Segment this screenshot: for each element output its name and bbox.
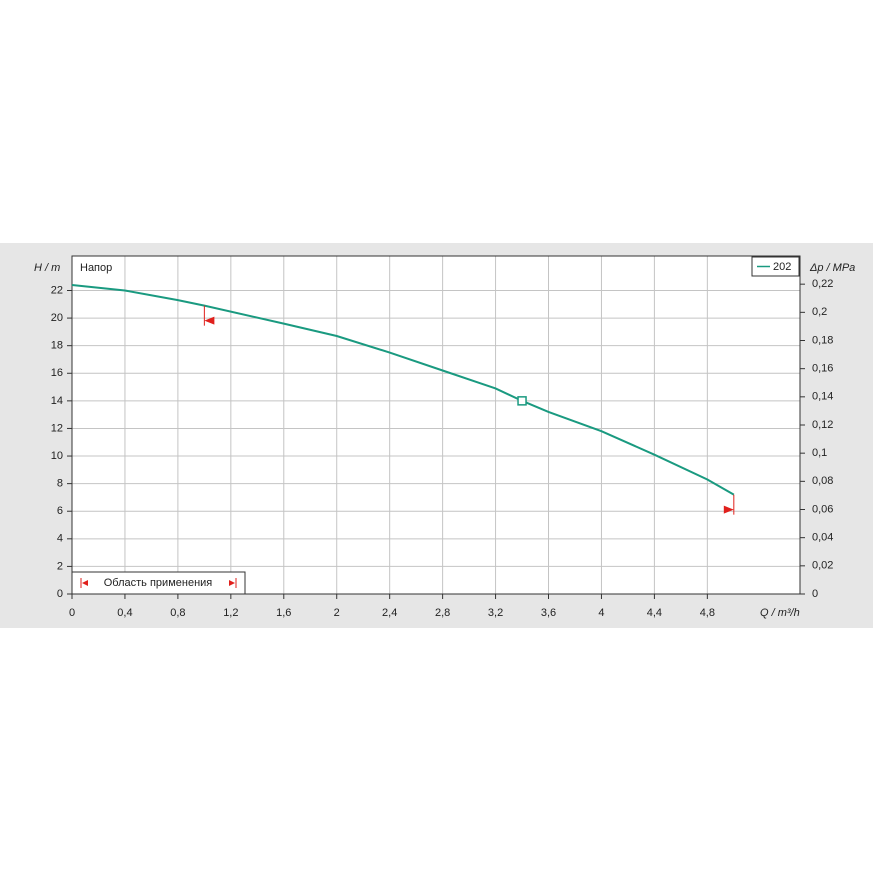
- y-tick-label: 22: [51, 284, 63, 296]
- x-tick-label: 1,6: [276, 607, 291, 619]
- y2-tick-label: 0,2: [812, 306, 827, 318]
- y-tick-label: 4: [57, 533, 63, 545]
- y-axis-title: Напор: [80, 262, 112, 274]
- x-tick-label: 3,2: [488, 607, 503, 619]
- y-tick-label: 8: [57, 478, 63, 490]
- x-axis-label: Q / m³/h: [760, 607, 800, 619]
- y-tick-label: 6: [57, 505, 63, 517]
- y2-tick-label: 0,04: [812, 532, 833, 544]
- y2-tick-label: 0,14: [812, 391, 833, 403]
- y2-tick-label: 0,22: [812, 278, 833, 290]
- y2-tick-label: 0,18: [812, 334, 833, 346]
- y-tick-label: 10: [51, 450, 63, 462]
- y2-axis-label: Δp / MPa: [809, 262, 855, 274]
- y2-tick-label: 0: [812, 588, 818, 600]
- y-tick-label: 14: [51, 395, 63, 407]
- x-tick-label: 3,6: [541, 607, 556, 619]
- y-axis-label: H / m: [34, 262, 60, 274]
- y-tick-label: 16: [51, 367, 63, 379]
- y-tick-label: 0: [57, 588, 63, 600]
- range-limit-arrow: [723, 505, 734, 514]
- x-tick-label: 0,8: [170, 607, 185, 619]
- x-tick-label: 2,8: [435, 607, 450, 619]
- x-tick-label: 2: [334, 607, 340, 619]
- x-tick-label: 0,4: [117, 607, 132, 619]
- x-tick-label: 4,4: [647, 607, 662, 619]
- x-tick-label: 4,8: [700, 607, 715, 619]
- y-tick-label: 12: [51, 422, 63, 434]
- annotation-box: [71, 571, 246, 595]
- annotation-arrow: [82, 580, 88, 586]
- legend-box: [751, 256, 800, 277]
- y2-tick-label: 0,1: [812, 447, 827, 459]
- range-limit-arrow: [204, 316, 215, 325]
- y-tick-label: 18: [51, 340, 63, 352]
- y2-tick-label: 0,06: [812, 503, 833, 515]
- annotation: Область применения: [104, 577, 213, 589]
- y2-tick-label: 0,02: [812, 560, 833, 572]
- y2-tick-label: 0,16: [812, 363, 833, 375]
- x-tick-label: 4: [598, 607, 604, 619]
- annotation-arrow: [229, 580, 235, 586]
- plot-area: [72, 256, 800, 594]
- x-tick-label: 0: [69, 607, 75, 619]
- operating-point: [517, 396, 527, 406]
- legend-label: 202: [773, 261, 791, 273]
- curve: [71, 283, 735, 496]
- y2-tick-label: 0,12: [812, 419, 833, 431]
- y2-tick-label: 0,08: [812, 475, 833, 487]
- x-tick-label: 2,4: [382, 607, 397, 619]
- x-tick-label: 1,2: [223, 607, 238, 619]
- y-tick-label: 2: [57, 560, 63, 572]
- y-tick-label: 20: [51, 312, 63, 324]
